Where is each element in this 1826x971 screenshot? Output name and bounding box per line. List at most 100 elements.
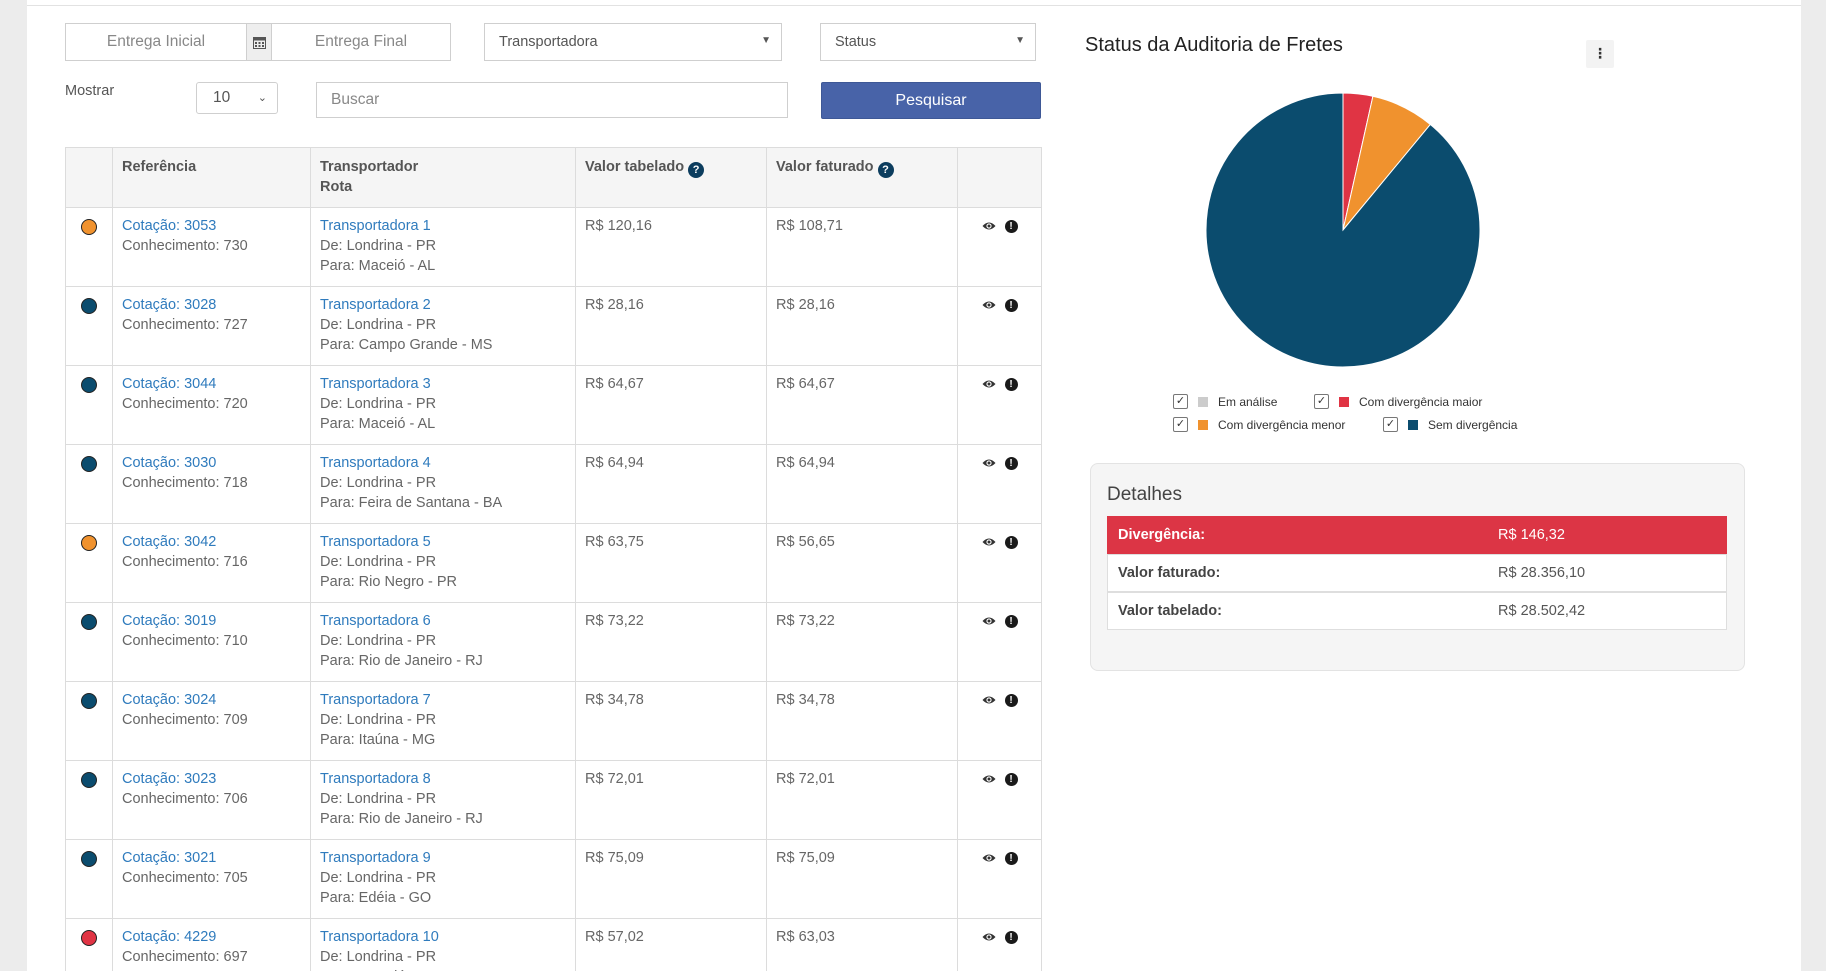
table-row: Cotação: 3021 Conhecimento: 705 Transporta…	[65, 839, 1042, 919]
chevron-down-icon: ▼	[761, 35, 771, 46]
status-dot-icon	[81, 930, 97, 946]
entrega-inicial-input[interactable]: Entrega Inicial	[65, 23, 246, 61]
legend-item-divergencia-menor[interactable]: ✓ Com divergência menor	[1173, 417, 1345, 432]
transportadora-link[interactable]: Transportadora 7	[320, 692, 431, 708]
cotacao-link[interactable]: Cotação: 3028	[122, 297, 217, 313]
referencia-cell: Cotação: 3023 Conhecimento: 706	[112, 760, 311, 840]
transportadora-link[interactable]: Transportadora 9	[320, 850, 431, 866]
alert-icon[interactable]: !	[1004, 931, 1018, 944]
chart-menu-button[interactable]: ⋮	[1586, 40, 1614, 68]
alert-icon[interactable]: !	[1004, 220, 1018, 233]
status-cell	[65, 918, 113, 971]
transportadora-link[interactable]: Transportadora 1	[320, 218, 431, 234]
alert-icon[interactable]: !	[1004, 378, 1018, 391]
cotacao-link[interactable]: Cotação: 3053	[122, 218, 217, 234]
rota-para-text: Para: Rio Negro - PR	[320, 574, 457, 590]
eye-icon[interactable]	[982, 615, 996, 627]
actions-cell: !	[957, 523, 1042, 603]
rota-para-text: Para: Campo Grande - MS	[320, 337, 493, 353]
alert-icon[interactable]: !	[1004, 852, 1018, 865]
referencia-cell: Cotação: 3044 Conhecimento: 720	[112, 365, 311, 445]
referencia-cell: Cotação: 3053 Conhecimento: 730	[112, 207, 311, 287]
status-cell	[65, 207, 113, 287]
eye-icon[interactable]	[982, 299, 996, 311]
transportador-header-label: Transportador	[320, 159, 419, 175]
rota-para-text: Para: Rio de Janeiro - RJ	[320, 811, 483, 827]
legend-label: Sem divergência	[1428, 417, 1518, 432]
eye-icon[interactable]	[982, 773, 996, 785]
legend-item-sem-divergencia[interactable]: ✓ Sem divergência	[1383, 417, 1517, 432]
search-input[interactable]: Buscar	[316, 82, 788, 118]
entrega-final-input[interactable]: Entrega Final	[271, 23, 451, 61]
eye-icon[interactable]	[982, 220, 996, 232]
alert-icon[interactable]: !	[1004, 457, 1018, 470]
eye-icon[interactable]	[982, 378, 996, 390]
alert-icon[interactable]: !	[1004, 299, 1018, 312]
calendar-addon[interactable]	[246, 23, 272, 61]
eye-icon[interactable]	[982, 852, 996, 864]
cotacao-link[interactable]: Cotação: 3044	[122, 376, 217, 392]
checkbox-icon[interactable]: ✓	[1173, 417, 1188, 432]
legend-item-divergencia-maior[interactable]: ✓ Com divergência maior	[1314, 394, 1482, 409]
rota-para-text: Para: Itaúna - MG	[320, 732, 436, 748]
page-size-select[interactable]: 10 ⌄	[196, 82, 278, 114]
legend-item-em-analise[interactable]: ✓ Em análise	[1173, 394, 1277, 409]
pie-slice-sem-diverg-ncia[interactable]	[1205, 92, 1481, 368]
rota-para-text: Para: Edéia - GO	[320, 890, 432, 906]
table-row: Cotação: 3053 Conhecimento: 730 Transporta…	[65, 207, 1042, 287]
transportador-cell: Transportadora 8 De: Londrina - PR Para: R…	[310, 760, 576, 840]
pesquisar-button[interactable]: Pesquisar	[821, 82, 1041, 119]
transportadora-select[interactable]: Transportadora ▼	[484, 23, 782, 61]
rota-para-text: Para: Maceió - AL	[320, 258, 436, 274]
checkbox-icon[interactable]: ✓	[1383, 417, 1398, 432]
top-divider	[27, 5, 1801, 6]
valor-faturado-cell: R$ 73,22	[766, 602, 958, 682]
eye-icon[interactable]	[982, 536, 996, 548]
eye-icon[interactable]	[982, 694, 996, 706]
transportador-cell: Transportadora 10 De: Londrina - PR Para: …	[310, 918, 576, 971]
valor-faturado-label: Valor faturado:	[1118, 565, 1221, 581]
valor-tabelado-value: R$ 28.502,42	[1498, 603, 1586, 619]
eye-icon[interactable]	[982, 931, 996, 943]
cotacao-link[interactable]: Cotação: 3030	[122, 455, 217, 471]
pie-chart	[1205, 92, 1481, 368]
valor-faturado-cell: R$ 64,67	[766, 365, 958, 445]
transportadora-link[interactable]: Transportadora 3	[320, 376, 431, 392]
cotacao-link[interactable]: Cotação: 3023	[122, 771, 217, 787]
cotacao-link[interactable]: Cotação: 3024	[122, 692, 217, 708]
actions-cell: !	[957, 444, 1042, 524]
help-icon[interactable]: ?	[877, 162, 894, 178]
cotacao-link[interactable]: Cotação: 4229	[122, 929, 217, 945]
referencia-cell: Cotação: 3019 Conhecimento: 710	[112, 602, 311, 682]
alert-icon[interactable]: !	[1004, 615, 1018, 628]
help-icon[interactable]: ?	[688, 162, 705, 178]
alert-icon[interactable]: !	[1004, 773, 1018, 786]
table-row: Cotação: 3019 Conhecimento: 710 Transporta…	[65, 602, 1042, 682]
cotacao-link[interactable]: Cotação: 3021	[122, 850, 217, 866]
transportadora-link[interactable]: Transportadora 8	[320, 771, 431, 787]
divergencia-label: Divergência:	[1118, 527, 1206, 543]
cotacao-link[interactable]: Cotação: 3042	[122, 534, 217, 550]
valor-tabelado-header-label: Valor tabelado	[585, 159, 685, 175]
transportadora-link[interactable]: Transportadora 10	[320, 929, 439, 945]
eye-icon[interactable]	[982, 457, 996, 469]
status-select[interactable]: Status ▼	[820, 23, 1036, 61]
transportador-cell: Transportadora 3 De: Londrina - PR Para: M…	[310, 365, 576, 445]
legend-label: Com divergência menor	[1218, 417, 1346, 432]
status-dot-icon	[81, 851, 97, 867]
transportadora-link[interactable]: Transportadora 6	[320, 613, 431, 629]
alert-icon[interactable]: !	[1004, 694, 1018, 707]
transportadora-link[interactable]: Transportadora 2	[320, 297, 431, 313]
freight-table: Referência Transportador Rota Valor tabel…	[65, 147, 1042, 971]
rota-de-text: De: Londrina - PR	[320, 396, 437, 412]
transportadora-link[interactable]: Transportadora 4	[320, 455, 431, 471]
status-cell	[65, 286, 113, 366]
legend-swatch	[1198, 419, 1208, 430]
cotacao-link[interactable]: Cotação: 3019	[122, 613, 217, 629]
alert-icon[interactable]: !	[1004, 536, 1018, 549]
checkbox-icon[interactable]: ✓	[1173, 394, 1188, 409]
table-row: Cotação: 3042 Conhecimento: 716 Transporta…	[65, 523, 1042, 603]
checkbox-icon[interactable]: ✓	[1314, 394, 1329, 409]
conhecimento-text: Conhecimento: 718	[122, 475, 248, 491]
transportadora-link[interactable]: Transportadora 5	[320, 534, 431, 550]
